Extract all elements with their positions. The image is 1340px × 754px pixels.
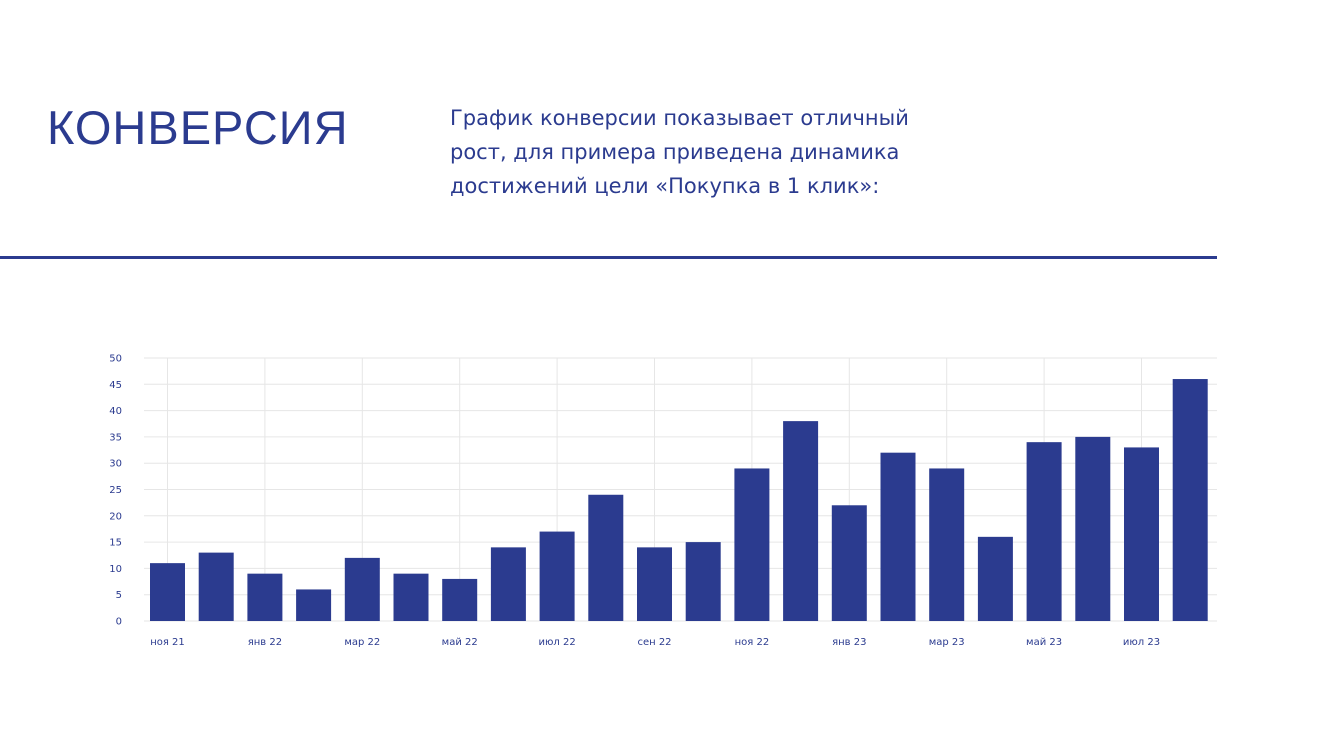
bar [490, 547, 526, 621]
bar [1026, 442, 1062, 621]
conversion-bar-chart: 0 5 10 15 20 25 30 35 40 45 50 ноя 21 янв 22 мар 22 ма… [109, 354, 1217, 648]
bar [1172, 379, 1208, 621]
bar [734, 468, 770, 621]
bar [880, 452, 916, 621]
bar [588, 494, 624, 621]
x-tick-label: ноя 21 [150, 637, 185, 648]
bar [393, 573, 429, 621]
bar [783, 421, 819, 621]
bar [1075, 436, 1111, 621]
bar [247, 573, 283, 621]
description-line: достижений цели «Покупка в 1 клик»: [450, 174, 880, 198]
bar [977, 536, 1013, 621]
y-tick-label: 20 [109, 511, 122, 522]
description-line: График конверсии показывает отличный [450, 106, 909, 130]
y-tick-label: 40 [109, 406, 122, 417]
description-line: рост, для примера приведена динамика [450, 140, 900, 164]
x-tick-label: янв 22 [248, 637, 282, 648]
bar [344, 557, 380, 621]
y-tick-label: 15 [109, 538, 122, 549]
bar [831, 505, 867, 621]
header-divider [0, 256, 1217, 259]
x-tick-label: сен 22 [637, 637, 671, 648]
bar [539, 531, 575, 621]
x-tick-label: май 22 [442, 637, 478, 648]
y-tick-label: 5 [116, 590, 122, 601]
bar [637, 547, 672, 621]
x-tick-label: май 23 [1026, 637, 1062, 648]
y-tick-label: 30 [109, 459, 122, 470]
bar [296, 589, 332, 621]
x-tick-label: мар 23 [929, 637, 965, 648]
x-tick-label: мар 22 [344, 637, 380, 648]
x-tick-label: янв 23 [832, 637, 866, 648]
x-tick-label: июл 23 [1123, 637, 1160, 648]
bar [685, 542, 721, 621]
y-tick-label: 10 [109, 564, 122, 575]
bar [150, 563, 185, 621]
bar [929, 468, 965, 621]
page-title: КОНВЕРСИЯ [47, 101, 349, 154]
chart-description: График конверсии показывает отличный рос… [450, 101, 970, 203]
bar [198, 552, 234, 621]
y-tick-label: 45 [109, 380, 122, 391]
y-tick-label: 0 [116, 617, 122, 628]
bar [1124, 447, 1159, 621]
y-tick-label: 35 [109, 432, 122, 443]
bar [442, 578, 478, 621]
y-tick-label: 50 [109, 354, 122, 365]
y-tick-label: 25 [109, 485, 122, 496]
x-tick-label: июл 22 [538, 637, 575, 648]
x-tick-label: ноя 22 [735, 637, 770, 648]
